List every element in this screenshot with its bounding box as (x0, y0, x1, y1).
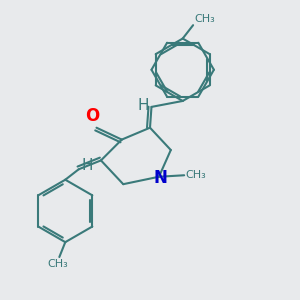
Text: H: H (137, 98, 149, 113)
Text: O: O (85, 107, 99, 125)
Text: CH₃: CH₃ (195, 14, 215, 24)
Text: H: H (82, 158, 93, 173)
Text: N: N (154, 169, 167, 187)
Text: CH₃: CH₃ (47, 260, 68, 269)
Text: CH₃: CH₃ (186, 170, 206, 180)
